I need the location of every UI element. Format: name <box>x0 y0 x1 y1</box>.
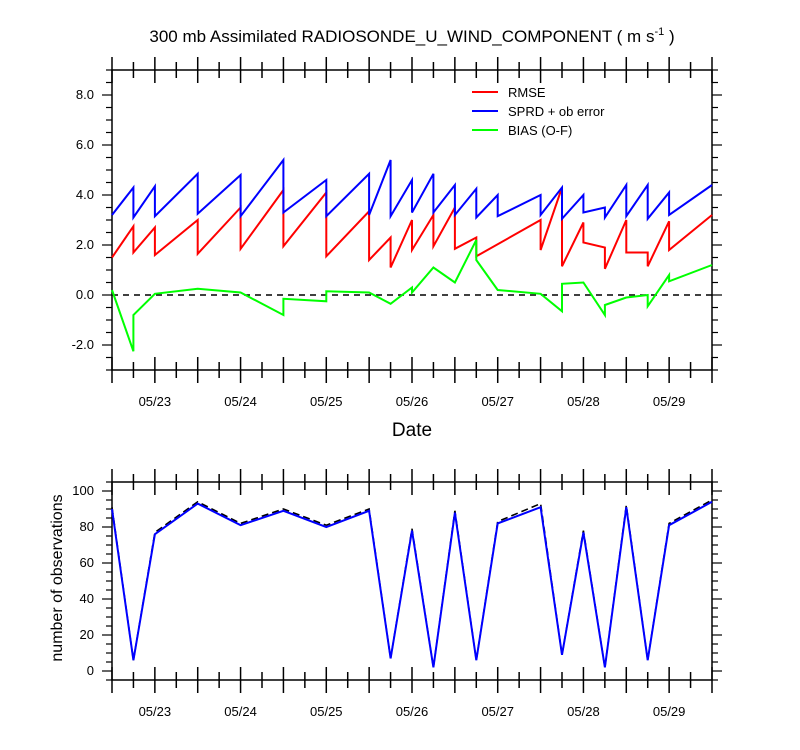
series-line-bias-o-f- <box>111 239 713 352</box>
series-line-assimilated-obs <box>111 500 713 668</box>
y-tick-label: 6.0 <box>76 137 94 152</box>
x-tick-label: 05/23 <box>139 394 172 409</box>
chart-title-exponent: -1 <box>654 26 664 38</box>
x-tick-label: 05/26 <box>396 704 429 719</box>
legend-label: SPRD + ob error <box>508 104 605 119</box>
bottom-axis-ticks: 05/23 05/24 05/25 05/26 05/27 05/28 05/29 0 20 40… <box>72 469 722 719</box>
bottom-plot-frame <box>111 481 713 681</box>
y-tick-label: 4.0 <box>76 187 94 202</box>
series-line-possible-obs <box>111 499 713 668</box>
y-tick-label: 40 <box>80 591 94 606</box>
bottom-series-lines <box>111 499 713 668</box>
x-tick-label: 05/23 <box>139 704 172 719</box>
y-tick-label: 60 <box>80 555 94 570</box>
x-tick-label: 05/25 <box>310 394 343 409</box>
top-series-lines <box>111 157 713 352</box>
y-tick-label: 80 <box>80 519 94 534</box>
y-tick-label: 100 <box>72 483 94 498</box>
bottom-panel: 05/23 05/24 05/25 05/26 05/27 05/28 05/29 0 20 40… <box>72 469 722 719</box>
y-tick-label: 20 <box>80 627 94 642</box>
y-tick-label: 8.0 <box>76 87 94 102</box>
x-tick-label: 05/26 <box>396 394 429 409</box>
y-tick-label: 0.0 <box>76 287 94 302</box>
x-tick-label: 05/25 <box>310 704 343 719</box>
series-line-rmse <box>111 186 713 270</box>
y-tick-label: -2.0 <box>72 337 94 352</box>
x-tick-label: 05/29 <box>653 394 686 409</box>
top-axis-ticks: 05/23 05/24 05/25 05/26 05/27 05/28 05/29 -2.0 0… <box>72 57 722 409</box>
x-tick-label: 05/27 <box>481 394 514 409</box>
x-axis-label: Date <box>392 420 432 441</box>
chart-title-main: 300 mb Assimilated RADIOSONDE_U_WIND_COM… <box>149 27 654 46</box>
y-tick-label: 0 <box>87 663 94 678</box>
x-tick-label: 05/24 <box>224 704 257 719</box>
legend-label: BIAS (O-F) <box>508 123 572 138</box>
x-tick-label: 05/28 <box>567 394 600 409</box>
chart-title-close: ) <box>664 27 674 46</box>
x-tick-label: 05/24 <box>224 394 257 409</box>
x-tick-label: 05/27 <box>481 704 514 719</box>
chart-title: 300 mb Assimilated RADIOSONDE_U_WIND_COM… <box>149 26 674 46</box>
y-axis-label-observations: number of observations <box>49 494 66 661</box>
top-panel: 05/23 05/24 05/25 05/26 05/27 05/28 05/29 -2.0 0… <box>72 57 722 409</box>
series-line-sprd-ob-error <box>111 157 713 222</box>
x-tick-label: 05/28 <box>567 704 600 719</box>
x-tick-label: 05/29 <box>653 704 686 719</box>
y-tick-label: 2.0 <box>76 237 94 252</box>
legend-label: RMSE <box>508 85 546 100</box>
legend: RMSE SPRD + ob error BIAS (O-F) <box>472 85 605 138</box>
